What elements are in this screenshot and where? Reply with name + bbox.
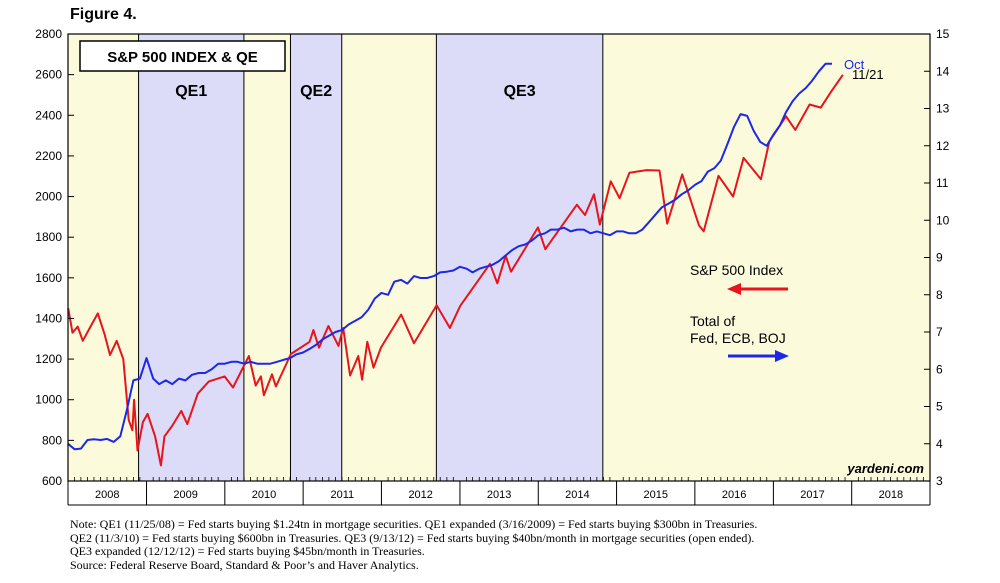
y-left-tick-label: 1800 xyxy=(35,230,62,244)
watermark: yardeni.com xyxy=(846,461,924,476)
x-tick-label: 2015 xyxy=(643,489,667,501)
y-right-tick-label: 13 xyxy=(936,102,950,116)
legend-total-label: Total of xyxy=(690,313,735,329)
x-tick-label: 2012 xyxy=(408,489,432,501)
qe-label: QE1 xyxy=(175,83,207,100)
chart: 600 800 1000 1200 1400 1600 1800 2000 2200 2400 26… xyxy=(35,27,950,506)
title-box xyxy=(79,40,286,72)
y-right-tick-label: 11 xyxy=(936,176,949,190)
y-right-tick-label: 14 xyxy=(936,64,950,78)
x-tick-label: 2016 xyxy=(722,489,746,501)
y-left-tick-label: 2200 xyxy=(35,149,62,163)
figure-label: Figure 4. xyxy=(70,6,137,23)
x-tick-label: 2008 xyxy=(95,489,119,501)
qe-shaded-period xyxy=(290,34,342,481)
note-line: QE2 (11/3/10) = Fed starts buying $600bn… xyxy=(70,530,755,545)
y-right-tick-label: 9 xyxy=(936,251,943,265)
y-right-tick-label: 4 xyxy=(936,437,943,451)
chart-notes: Note: QE1 (11/25/08) = Fed starts buying… xyxy=(70,517,758,572)
y-left-tick-label: 1400 xyxy=(35,311,62,325)
y-right-tick-label: 7 xyxy=(936,325,943,339)
legend-sp-arrow-icon xyxy=(727,283,741,295)
y-left-tick-label: 2600 xyxy=(35,68,62,82)
x-tick-label: 2018 xyxy=(879,489,903,501)
red-end-label: 11/21 xyxy=(852,67,884,82)
y-right-tick-label: 8 xyxy=(936,288,943,302)
y-left-tick-label: 1000 xyxy=(35,393,62,407)
y-right-tick-label: 5 xyxy=(936,400,943,414)
legend-sp-label: S&P 500 Index xyxy=(690,262,783,278)
y-left-tick-label: 2400 xyxy=(35,108,62,122)
series-line xyxy=(67,74,844,467)
y-left-tick-label: 2800 xyxy=(35,27,62,41)
y-left-tick-label: 1200 xyxy=(35,352,62,366)
qe-shaded-period xyxy=(138,34,244,481)
x-tick-label: 2017 xyxy=(800,489,824,501)
x-tick-label: 2014 xyxy=(565,489,589,501)
x-tick-label: 2010 xyxy=(252,489,276,501)
legend-total-arrow-icon xyxy=(775,350,789,362)
y-right-tick-label: 12 xyxy=(936,139,950,153)
y-right-tick-label: 10 xyxy=(936,213,950,227)
y-right-tick-label: 6 xyxy=(936,362,943,376)
chart-title: S&P 500 INDEX & QE xyxy=(107,49,258,66)
y-left-tick-label: 1600 xyxy=(35,271,62,285)
qe-label: QE2 xyxy=(300,83,332,100)
note-line: Note: QE1 (11/25/08) = Fed starts buying… xyxy=(70,517,758,531)
x-tick-label: 2011 xyxy=(330,489,354,501)
series-line xyxy=(67,62,832,451)
y-left-tick-label: 2000 xyxy=(35,190,62,204)
y-left-tick-label: 800 xyxy=(42,433,62,447)
legend-total-label: Fed, ECB, BOJ xyxy=(690,330,786,346)
y-right-tick-label: 3 xyxy=(936,474,943,488)
y-left-tick-label: 600 xyxy=(42,474,62,488)
blue-end-label: Oct xyxy=(844,57,865,72)
note-line: Source: Federal Reserve Board, Standard … xyxy=(70,557,419,572)
y-right-tick-label: 15 xyxy=(936,27,950,41)
qe-label: QE3 xyxy=(504,83,536,100)
note-line: QE3 expanded (12/12/12) = Fed starts buy… xyxy=(70,544,425,558)
x-tick-label: 2009 xyxy=(173,489,197,501)
x-tick-label: 2013 xyxy=(487,489,511,501)
